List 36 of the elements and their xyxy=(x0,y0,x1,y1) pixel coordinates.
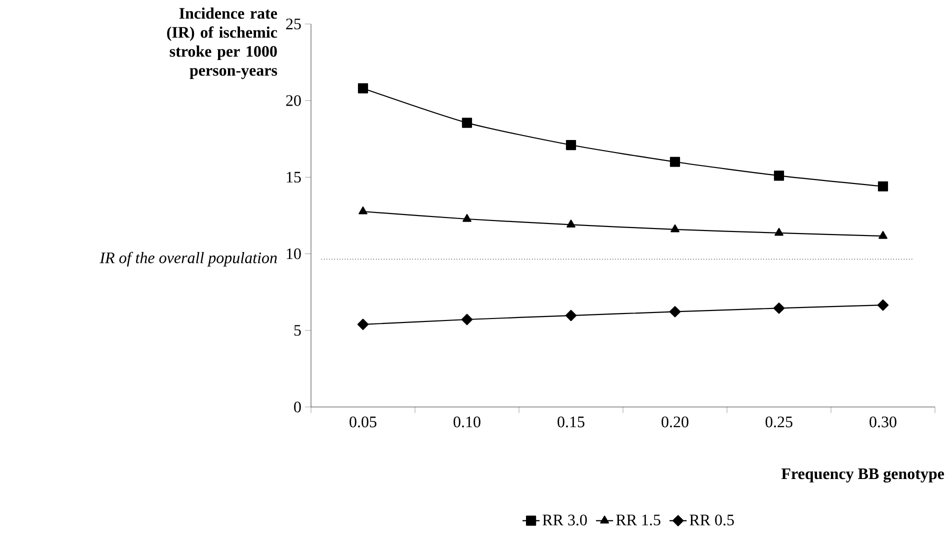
point xyxy=(461,314,473,326)
legend-label: RR 3.0 xyxy=(542,514,587,526)
point xyxy=(774,170,784,181)
point xyxy=(774,228,784,236)
x-axis-title: Frequency BB genotype xyxy=(781,468,944,483)
point xyxy=(878,230,888,239)
point xyxy=(358,83,368,94)
y-tick-label: 25 xyxy=(286,18,301,30)
point xyxy=(878,181,888,192)
y-tick-label: 5 xyxy=(294,325,301,336)
point xyxy=(566,220,576,228)
point xyxy=(670,224,680,232)
point xyxy=(358,206,368,214)
point xyxy=(462,214,472,222)
y-tick-label: 0 xyxy=(294,402,301,412)
point xyxy=(357,318,369,330)
x-tick-label: 0.10 xyxy=(454,416,480,428)
y-tick-label: 20 xyxy=(286,95,301,106)
legend-label: RR 1.5 xyxy=(616,514,660,526)
point xyxy=(566,140,576,150)
point xyxy=(773,302,785,314)
x-tick-label: 0.05 xyxy=(350,416,376,428)
point xyxy=(462,118,472,128)
x-tick-label: 0.20 xyxy=(662,416,688,428)
point xyxy=(670,156,680,167)
x-tick-label: 0.25 xyxy=(766,416,792,428)
x-tick-label: 0.15 xyxy=(558,416,584,428)
x-tick-label: 0.30 xyxy=(870,416,896,428)
y-tick-label: 10 xyxy=(286,248,301,260)
point xyxy=(877,299,889,311)
point xyxy=(669,306,681,318)
point xyxy=(565,310,577,322)
y-tick-label: 15 xyxy=(286,172,301,183)
legend-label: RR 0.5 xyxy=(690,514,734,526)
y-axis-title: Incidence rate (IR) of ischemic stroke per 1000 person-years xyxy=(167,8,278,80)
ref-line-label: IR of the overall population xyxy=(100,252,277,266)
